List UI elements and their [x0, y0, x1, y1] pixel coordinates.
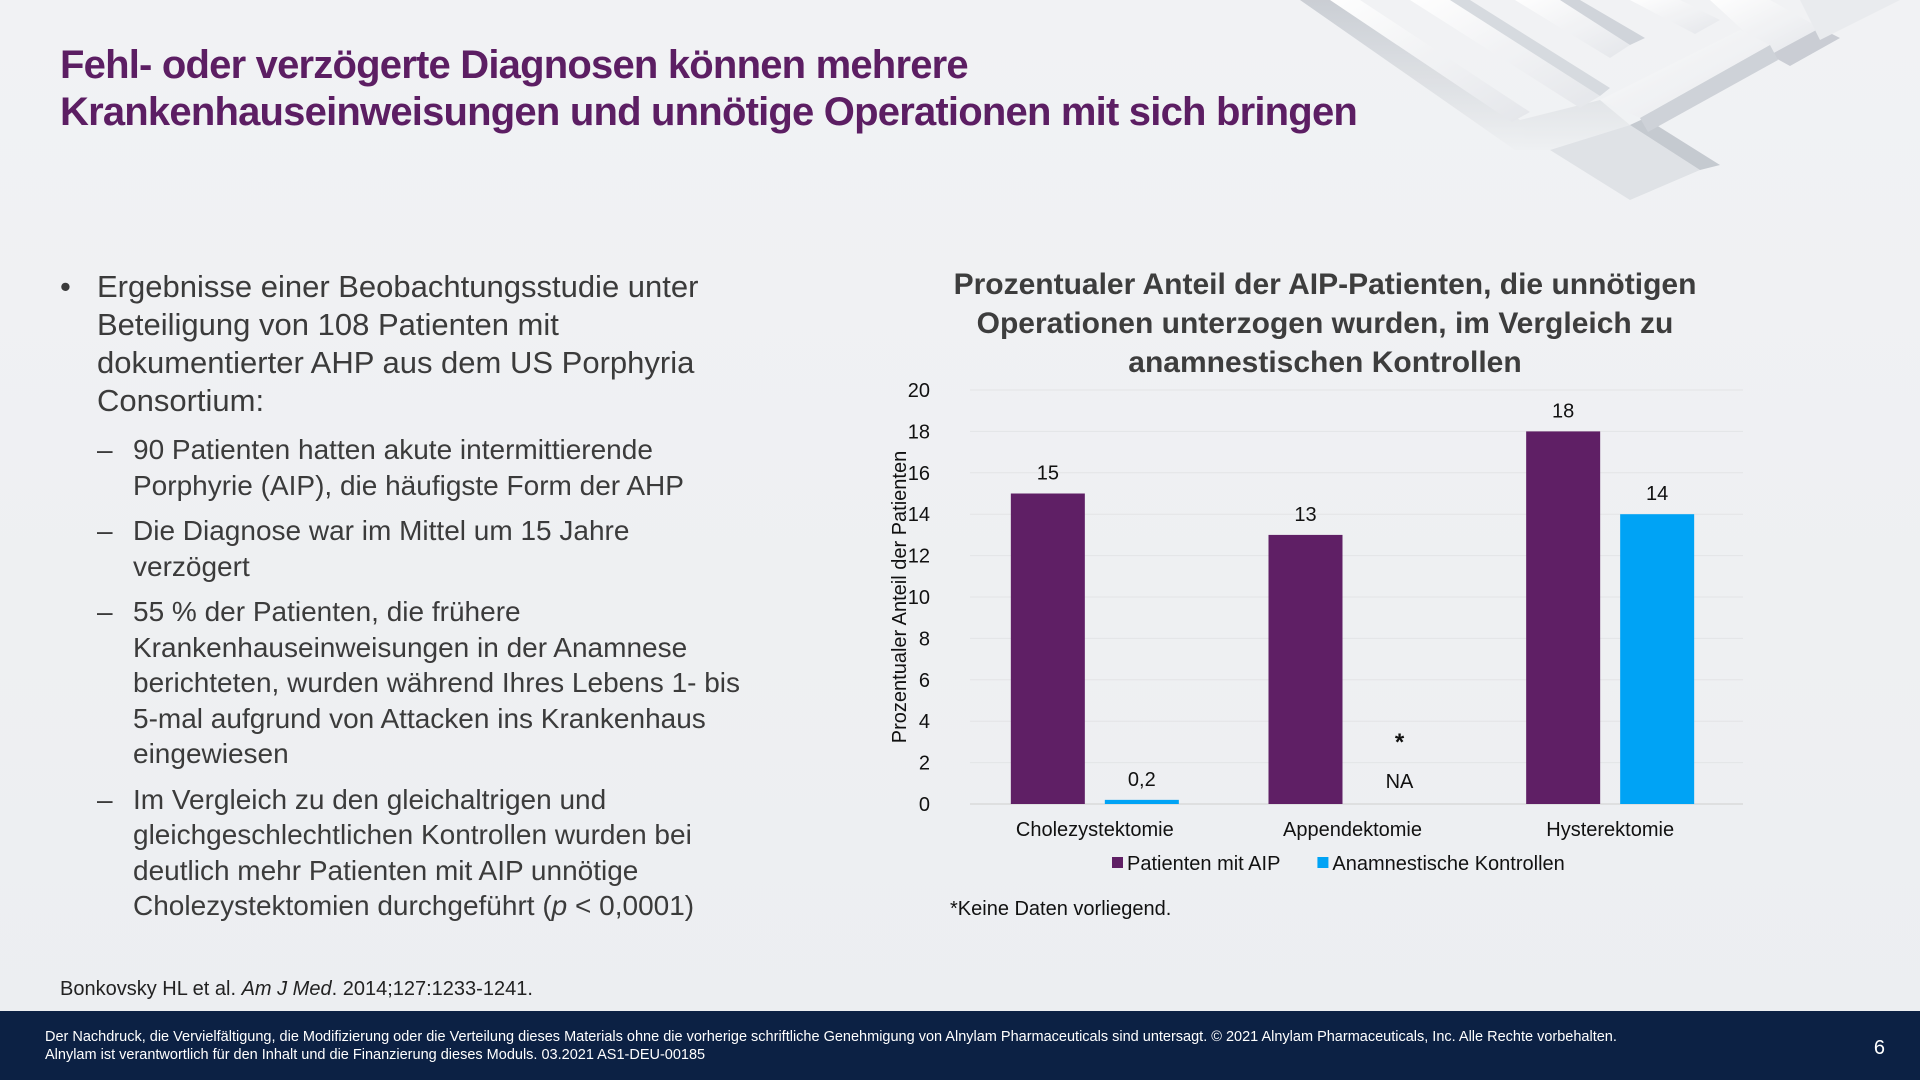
x-tick-label: Appendektomie [1283, 819, 1422, 841]
bullet-dot: • [60, 269, 71, 304]
y-axis-label: Prozentualer Anteil der Patienten [889, 451, 911, 743]
legend-swatch [1317, 857, 1329, 868]
bar-chart: 0 2 4 6 8 10 12 14 16 18 20 Prozentualer Anteil der… [889, 380, 1743, 875]
annotation-asterisk: * [1395, 729, 1405, 756]
sub-bullet-text: 55 % der Patienten, die frühere Krankenh… [133, 596, 741, 769]
bar [1010, 493, 1085, 804]
dash-marker: – [97, 515, 113, 546]
data-label: 18 [1552, 400, 1574, 422]
data-label: 15 [1037, 463, 1059, 485]
sub-bullet-text-part: Im Vergleich zu den gleichaltrigen und g… [133, 783, 692, 922]
sub-bullet-text: 90 Patienten hatten akute intermittieren… [133, 434, 684, 501]
bar [1268, 534, 1343, 804]
y-tick-label: 4 [919, 711, 930, 733]
data-label: 14 [1646, 483, 1668, 505]
slide-title-line1: Fehl- oder verzögerte Diagnosen können m… [60, 43, 969, 87]
footer-bar: Der Nachdruck, die Vervielfältigung, die… [0, 1011, 1920, 1080]
legend-swatch [1112, 857, 1123, 868]
y-tick-label: 8 [919, 628, 930, 650]
page-number: 6 [1873, 1037, 1885, 1059]
x-tick-label: Cholezystektomie [1016, 819, 1174, 841]
citation: Bonkovsky HL et al. Am J Med. 2014;127:1… [60, 978, 533, 1001]
bar [1104, 799, 1179, 804]
y-tick-label: 18 [908, 421, 930, 443]
bar [1620, 514, 1695, 804]
sub-bullet: – Im Vergleich zu den gleichaltrigen und… [97, 782, 800, 924]
slide-title: Fehl- oder verzögerte Diagnosen können m… [60, 42, 1360, 136]
sub-bullet: – Die Diagnose war im Mittel um 15 Jahre… [97, 513, 800, 584]
p-value-symbol: p [551, 890, 568, 921]
data-label: NA [1386, 771, 1414, 793]
y-tick-label: 12 [908, 546, 930, 568]
chart-footnote: *Keine Daten vorliegend. [950, 898, 1172, 920]
sub-bullet-list: – 90 Patienten hatten akute intermittier… [97, 432, 800, 924]
chart-title: Prozentualer Anteil der AIP-Patienten, d… [953, 268, 1697, 379]
p-value-text: < 0,0001) [567, 890, 695, 921]
data-label: 13 [1294, 504, 1316, 526]
legend-label: Patienten mit AIP [1127, 853, 1280, 875]
maze-decoration [1300, 0, 1900, 200]
bullet-main: • Ergebnisse einer Beobachtungsstudie un… [60, 268, 800, 420]
sub-bullet-text: Im Vergleich zu den gleichaltrigen und g… [133, 782, 694, 924]
bar [1526, 431, 1601, 804]
dash-marker: – [97, 434, 113, 465]
y-tick-label: 6 [919, 670, 930, 692]
citation-journal: Am J Med [241, 978, 332, 1000]
sub-bullet: – 90 Patienten hatten akute intermittier… [97, 432, 800, 503]
y-tick-label: 14 [908, 504, 930, 526]
citation-details: . 2014;127:1233-1241. [331, 978, 533, 1000]
dash-marker: – [97, 783, 113, 815]
citation-authors: Bonkovsky HL et al. [60, 978, 242, 1000]
y-tick-label: 0 [919, 794, 930, 816]
x-tick-label: Hysterektomie [1546, 819, 1674, 841]
sub-bullet: – 55 % der Patienten, die frühere Kranke… [97, 594, 800, 772]
data-label: 0,2 [1128, 769, 1156, 791]
legend-label: Anamnestische Kontrollen [1332, 853, 1564, 875]
y-tick-label: 2 [919, 753, 930, 775]
y-tick-label: 16 [908, 463, 930, 485]
y-tick-label: 20 [908, 380, 930, 402]
bullet-main-text: Ergebnisse einer Beobachtungsstudie unte… [97, 269, 699, 418]
slide-title-line2: Krankenhauseinweisungen und unnötige Ope… [60, 90, 1358, 134]
dash-marker: – [97, 596, 113, 627]
sub-bullet-text: Die Diagnose war im Mittel um 15 Jahre v… [133, 515, 630, 582]
bullet-list: • Ergebnisse einer Beobachtungsstudie un… [60, 268, 800, 934]
footer-disclaimer: Der Nachdruck, die Vervielfältigung, die… [45, 1029, 1617, 1063]
y-tick-label: 10 [908, 587, 930, 609]
